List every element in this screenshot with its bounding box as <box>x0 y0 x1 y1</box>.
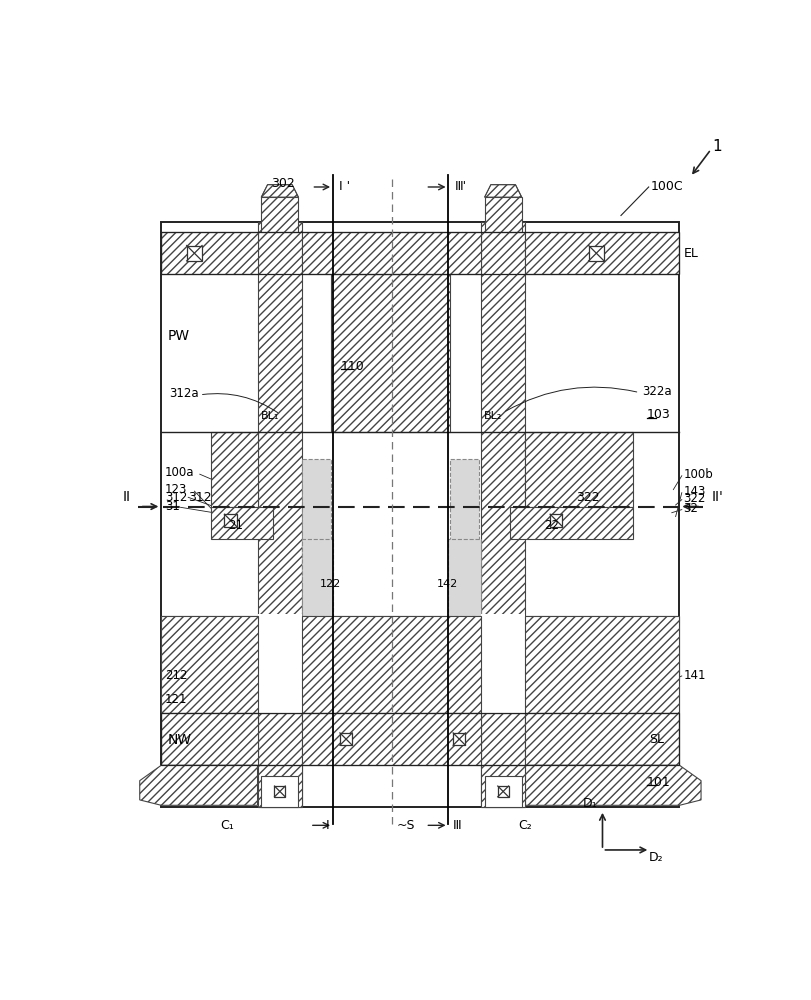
Text: 142: 142 <box>436 579 457 589</box>
Bar <box>484 197 521 232</box>
Polygon shape <box>261 185 298 197</box>
Text: NW: NW <box>167 733 191 747</box>
Bar <box>480 222 525 807</box>
Text: 141: 141 <box>683 669 705 682</box>
Bar <box>525 713 679 765</box>
Bar <box>302 539 333 616</box>
Text: D₂: D₂ <box>648 851 663 864</box>
Text: 143: 143 <box>683 485 705 498</box>
Bar <box>161 713 679 765</box>
Bar <box>161 232 679 274</box>
Text: 121: 121 <box>165 693 187 706</box>
Bar <box>302 713 480 765</box>
Text: 122: 122 <box>320 579 341 589</box>
Text: C₂: C₂ <box>518 819 532 832</box>
Bar <box>449 459 478 582</box>
Bar <box>261 197 298 232</box>
Bar <box>161 616 257 713</box>
Text: II: II <box>122 490 131 504</box>
Text: EL: EL <box>683 247 697 260</box>
Bar <box>161 222 679 807</box>
Text: 110: 110 <box>341 360 364 373</box>
Bar <box>302 616 480 713</box>
Bar <box>161 616 679 713</box>
Bar <box>453 733 465 745</box>
Bar <box>588 246 603 261</box>
Text: I ': I ' <box>339 180 350 193</box>
Text: BL₂: BL₂ <box>483 411 502 421</box>
Bar <box>497 786 508 797</box>
Text: 322a: 322a <box>642 385 671 398</box>
Text: 100a: 100a <box>165 466 195 479</box>
Bar <box>211 507 272 539</box>
Bar <box>274 786 285 797</box>
Text: 100b: 100b <box>683 468 712 481</box>
Text: D₁: D₁ <box>582 797 597 810</box>
Text: 1: 1 <box>711 139 720 154</box>
Bar <box>484 776 521 807</box>
Bar <box>302 459 331 582</box>
Bar <box>257 614 302 714</box>
Text: 322: 322 <box>576 491 599 504</box>
Bar <box>187 246 202 261</box>
Text: 31: 31 <box>165 500 180 513</box>
Text: C₁: C₁ <box>220 819 234 832</box>
Text: PW: PW <box>167 329 189 343</box>
Text: 103: 103 <box>646 408 670 421</box>
Text: 32: 32 <box>683 502 697 515</box>
Bar <box>161 232 257 274</box>
Text: 100C: 100C <box>650 180 682 193</box>
Text: II': II' <box>711 490 723 504</box>
Text: 21: 21 <box>228 519 243 532</box>
Bar <box>211 432 257 507</box>
Polygon shape <box>139 765 257 805</box>
Text: 212: 212 <box>165 669 187 682</box>
Bar <box>340 733 352 745</box>
Text: 302: 302 <box>270 177 294 190</box>
Bar <box>525 432 633 507</box>
Text: 22: 22 <box>543 519 558 532</box>
Text: SL: SL <box>648 733 663 746</box>
Bar <box>257 222 302 807</box>
Bar <box>550 514 562 527</box>
Bar <box>261 776 298 807</box>
Text: 312: 312 <box>165 491 187 504</box>
Bar <box>257 765 302 807</box>
Text: Ⅲ': Ⅲ' <box>454 180 466 193</box>
Polygon shape <box>525 765 700 805</box>
Bar <box>331 274 449 432</box>
Text: Ⅲ: Ⅲ <box>452 819 461 832</box>
Text: ~S: ~S <box>396 819 414 832</box>
Text: BL₁: BL₁ <box>260 411 279 421</box>
Bar <box>448 539 480 616</box>
Bar <box>302 232 480 274</box>
Bar <box>525 232 679 274</box>
Bar <box>480 614 525 714</box>
Text: 312: 312 <box>187 491 211 504</box>
Text: 312a: 312a <box>169 387 199 400</box>
Text: 101: 101 <box>646 776 670 789</box>
Text: 322: 322 <box>683 492 705 505</box>
Bar <box>224 514 237 527</box>
Text: 123: 123 <box>165 483 187 496</box>
Bar <box>525 616 679 713</box>
Polygon shape <box>484 185 521 197</box>
Bar <box>509 507 633 539</box>
Bar <box>161 713 257 765</box>
Text: I: I <box>325 819 328 832</box>
Bar <box>480 765 525 807</box>
